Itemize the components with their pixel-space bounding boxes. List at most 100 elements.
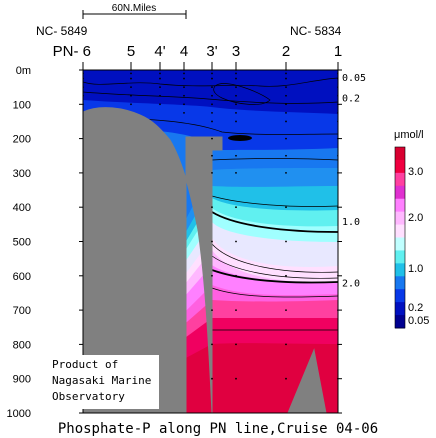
depth-tick-label: 600	[13, 271, 31, 283]
note-line-3: Observatory	[52, 390, 125, 403]
colorbar-cells	[394, 146, 406, 329]
contour-eddy-b	[228, 135, 252, 141]
station-ticks	[82, 62, 339, 70]
left-station-id: NC- 5849	[36, 24, 88, 38]
sample-point	[235, 86, 237, 89]
depth-tick-label: 200	[13, 134, 31, 146]
sample-point	[285, 137, 287, 140]
colorbar-cell	[395, 237, 405, 251]
station-label: PN- 6	[53, 43, 91, 60]
sample-point	[235, 103, 237, 106]
sample-point	[235, 77, 237, 80]
sample-point	[285, 274, 287, 277]
colorbar-label: 3.0	[408, 166, 423, 178]
sample-point	[159, 103, 161, 106]
sample-point	[211, 120, 213, 123]
sample-point	[211, 172, 213, 174]
colorbar-cell	[395, 263, 405, 277]
colorbar-cell	[395, 211, 405, 226]
station-labels: PN- 6 5 4' 4 3' 3 2 1	[53, 43, 343, 60]
sample-point	[211, 309, 213, 311]
contour-line	[211, 287, 338, 298]
contour-label: 0.05	[342, 73, 366, 84]
sample-point	[183, 103, 185, 106]
colorbar-label: 2.0	[408, 212, 423, 224]
contour-label: 0.2	[342, 93, 360, 104]
sample-point	[183, 86, 185, 89]
observatory-note: Product of Nagasaki Marine Observatory	[47, 355, 159, 409]
station-label: 4'	[154, 43, 165, 60]
sample-point	[211, 343, 213, 346]
note-line-1: Product of	[52, 358, 118, 371]
station-label: 4	[180, 43, 188, 60]
contour-line	[211, 269, 338, 284]
sample-point	[159, 77, 161, 80]
sample-point	[235, 309, 237, 311]
sample-point	[159, 86, 161, 89]
sample-point	[130, 103, 132, 106]
sample-point	[130, 86, 132, 89]
sample-point	[285, 111, 287, 114]
sample-point	[285, 172, 287, 174]
contour-labels: 0.05 0.2 1.0 2.0	[342, 73, 366, 290]
sample-point	[235, 240, 237, 243]
colorbar-cell	[395, 224, 405, 238]
seamount	[287, 348, 327, 413]
contour-label: 2.0	[342, 279, 360, 290]
colorbar-cell	[395, 315, 405, 329]
sample-point	[211, 274, 213, 277]
sample-point	[211, 240, 213, 243]
station-label: 1	[334, 43, 342, 60]
sample-point	[183, 94, 185, 97]
depth-tick-label: 700	[13, 305, 31, 317]
sample-point	[211, 206, 213, 209]
sample-point	[211, 103, 213, 106]
contour-surface-a	[83, 77, 338, 87]
sample-point	[235, 377, 237, 380]
sample-point	[130, 72, 132, 75]
sample-point	[285, 206, 287, 209]
sample-point	[285, 94, 287, 97]
sample-point	[211, 77, 213, 80]
sample-point	[235, 72, 237, 75]
colorbar-cell	[395, 250, 405, 264]
sample-point	[183, 111, 185, 114]
station-label: 5	[127, 43, 135, 60]
depth-tick-label: 1000	[7, 408, 31, 420]
chart-title: Phosphate-P along PN line,Cruise 04-06	[58, 421, 378, 437]
colorbar-label: 0.2	[408, 302, 423, 314]
station-label: 3'	[206, 43, 217, 60]
sample-point	[211, 154, 213, 157]
contour-line	[211, 195, 338, 207]
contour-line	[83, 91, 338, 104]
sample-point	[211, 94, 213, 97]
station-label: 3	[232, 43, 240, 60]
sample-point	[211, 111, 213, 114]
depth-tick-label: 500	[13, 237, 31, 249]
colorbar-unit: μmol/l	[394, 129, 424, 141]
contour-lines	[83, 91, 338, 331]
sample-point	[235, 94, 237, 97]
sample-point	[211, 86, 213, 89]
sample-point	[235, 206, 237, 209]
sample-point	[235, 274, 237, 277]
sample-point	[285, 377, 287, 380]
depth-tick-label: 900	[13, 374, 31, 386]
sample-point	[285, 86, 287, 89]
sample-point	[285, 154, 287, 157]
contour-eddy-a	[213, 83, 271, 105]
sample-point	[235, 154, 237, 157]
sample-point	[235, 137, 237, 140]
sample-point	[285, 72, 287, 75]
sample-point	[183, 77, 185, 80]
sample-point	[235, 111, 237, 114]
sample-point	[235, 343, 237, 346]
sample-point	[285, 343, 287, 346]
sample-point	[211, 137, 213, 140]
colorbar-cell	[395, 198, 405, 213]
contour-label: 1.0	[342, 217, 360, 228]
contour-line	[211, 255, 338, 279]
scale-bar-label: 60N.Miles	[112, 3, 156, 14]
colorbar-cell	[395, 147, 405, 161]
sample-point	[285, 103, 287, 106]
